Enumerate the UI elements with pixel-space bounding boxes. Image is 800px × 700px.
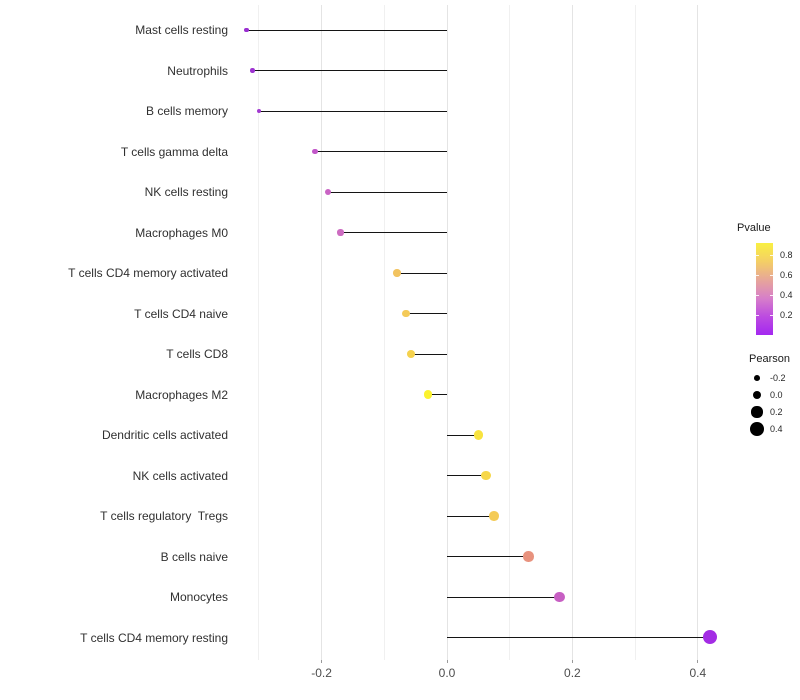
- x-axis-tick: [321, 660, 323, 663]
- lollipop-stem: [246, 29, 447, 31]
- pvalue-tick-label: 0.2: [780, 309, 793, 320]
- lollipop-stem: [447, 637, 711, 638]
- colorbar-tick: [756, 275, 759, 277]
- pvalue-legend-title: Pvalue: [737, 222, 771, 234]
- pearson-size-dot: [754, 375, 760, 381]
- pearson-size-dot: [752, 390, 762, 400]
- lollipop-stem: [340, 232, 447, 233]
- pearson-tick-label: 0.4: [770, 423, 783, 434]
- data-point: [424, 390, 433, 399]
- pearson-size-dot: [750, 422, 764, 436]
- x-axis-tick: [697, 660, 699, 663]
- data-point: [393, 269, 401, 277]
- data-point: [312, 148, 319, 155]
- x-axis-tick-label: -0.2: [311, 666, 332, 680]
- category-label: Monocytes: [169, 590, 228, 604]
- data-point: [703, 630, 718, 645]
- pearson-size-dot: [751, 406, 763, 418]
- colorbar-tick: [756, 255, 759, 257]
- colorbar-tick: [770, 294, 773, 296]
- lollipop-stem: [315, 151, 447, 152]
- pvalue-colorbar: [756, 243, 773, 335]
- category-label: T cells gamma delta: [120, 144, 228, 159]
- data-point: [407, 350, 416, 358]
- lollipop-stem: [447, 475, 486, 476]
- x-axis-tick-label: 0.0: [438, 666, 456, 680]
- category-label: NK cells activated: [132, 468, 228, 483]
- data-point: [489, 511, 499, 521]
- gridline-minor: [634, 5, 636, 660]
- data-point: [244, 27, 249, 33]
- lollipop-stem: [447, 515, 495, 517]
- pearson-tick-label: -0.2: [770, 372, 786, 383]
- lollipop-stem: [406, 313, 447, 314]
- lollipop-stem: [258, 110, 447, 112]
- gridline-minor: [509, 5, 511, 660]
- gridline-minor: [383, 5, 385, 660]
- x-axis-tick-label: 0.4: [689, 666, 707, 680]
- lollipop-stem: [411, 353, 447, 355]
- data-point: [473, 430, 483, 440]
- gridline-major: [321, 5, 323, 660]
- category-label: NK cells resting: [144, 185, 228, 199]
- data-point: [402, 309, 411, 318]
- category-label: T cells CD4 memory activated: [68, 266, 228, 280]
- category-label: T cells regulatory Tregs: [100, 509, 228, 523]
- category-label: Macrophages M2: [135, 387, 228, 402]
- data-point: [337, 229, 344, 236]
- category-label: B cells memory: [145, 104, 228, 118]
- category-label: Mast cells resting: [135, 23, 228, 37]
- data-point: [324, 188, 331, 195]
- pvalue-tick-label: 0.4: [780, 289, 793, 300]
- gridline-major: [446, 5, 448, 660]
- colorbar-tick: [756, 314, 759, 316]
- colorbar-tick: [770, 255, 773, 257]
- lollipop-stem: [447, 596, 560, 598]
- data-point: [481, 470, 491, 481]
- category-label: Macrophages M0: [135, 225, 228, 240]
- gridline-major: [571, 5, 573, 660]
- x-axis-tick: [446, 660, 448, 663]
- pearson-tick-label: 0.0: [770, 389, 783, 400]
- colorbar-tick: [770, 275, 773, 277]
- data-point: [250, 68, 255, 73]
- pearson-tick-label: 0.2: [770, 406, 783, 417]
- lollipop-stem: [428, 394, 447, 395]
- category-label: T cells CD4 naive: [134, 306, 228, 321]
- gridline-major: [697, 5, 699, 660]
- category-label: T cells CD4 memory resting: [80, 630, 228, 645]
- lollipop-stem: [327, 191, 447, 193]
- lollipop-stem: [447, 556, 529, 557]
- category-label: B cells naive: [160, 549, 228, 564]
- data-point: [256, 108, 262, 114]
- colorbar-tick: [770, 314, 773, 316]
- x-axis-tick: [571, 660, 573, 663]
- data-point: [523, 551, 534, 562]
- pvalue-tick-label: 0.6: [780, 270, 793, 281]
- colorbar-tick: [756, 294, 759, 296]
- data-point: [554, 591, 566, 603]
- category-label: Dendritic cells activated: [101, 428, 228, 442]
- lollipop-stem: [252, 70, 447, 71]
- category-label: T cells CD8: [166, 347, 228, 361]
- pvalue-tick-label: 0.8: [780, 250, 793, 261]
- lollipop-stem: [447, 434, 479, 436]
- gridline-minor: [258, 5, 260, 660]
- category-label: Neutrophils: [167, 63, 228, 78]
- lollipop-stem: [396, 272, 447, 274]
- x-axis-tick-label: 0.2: [564, 666, 581, 680]
- pearson-legend-title: Pearson: [749, 353, 790, 365]
